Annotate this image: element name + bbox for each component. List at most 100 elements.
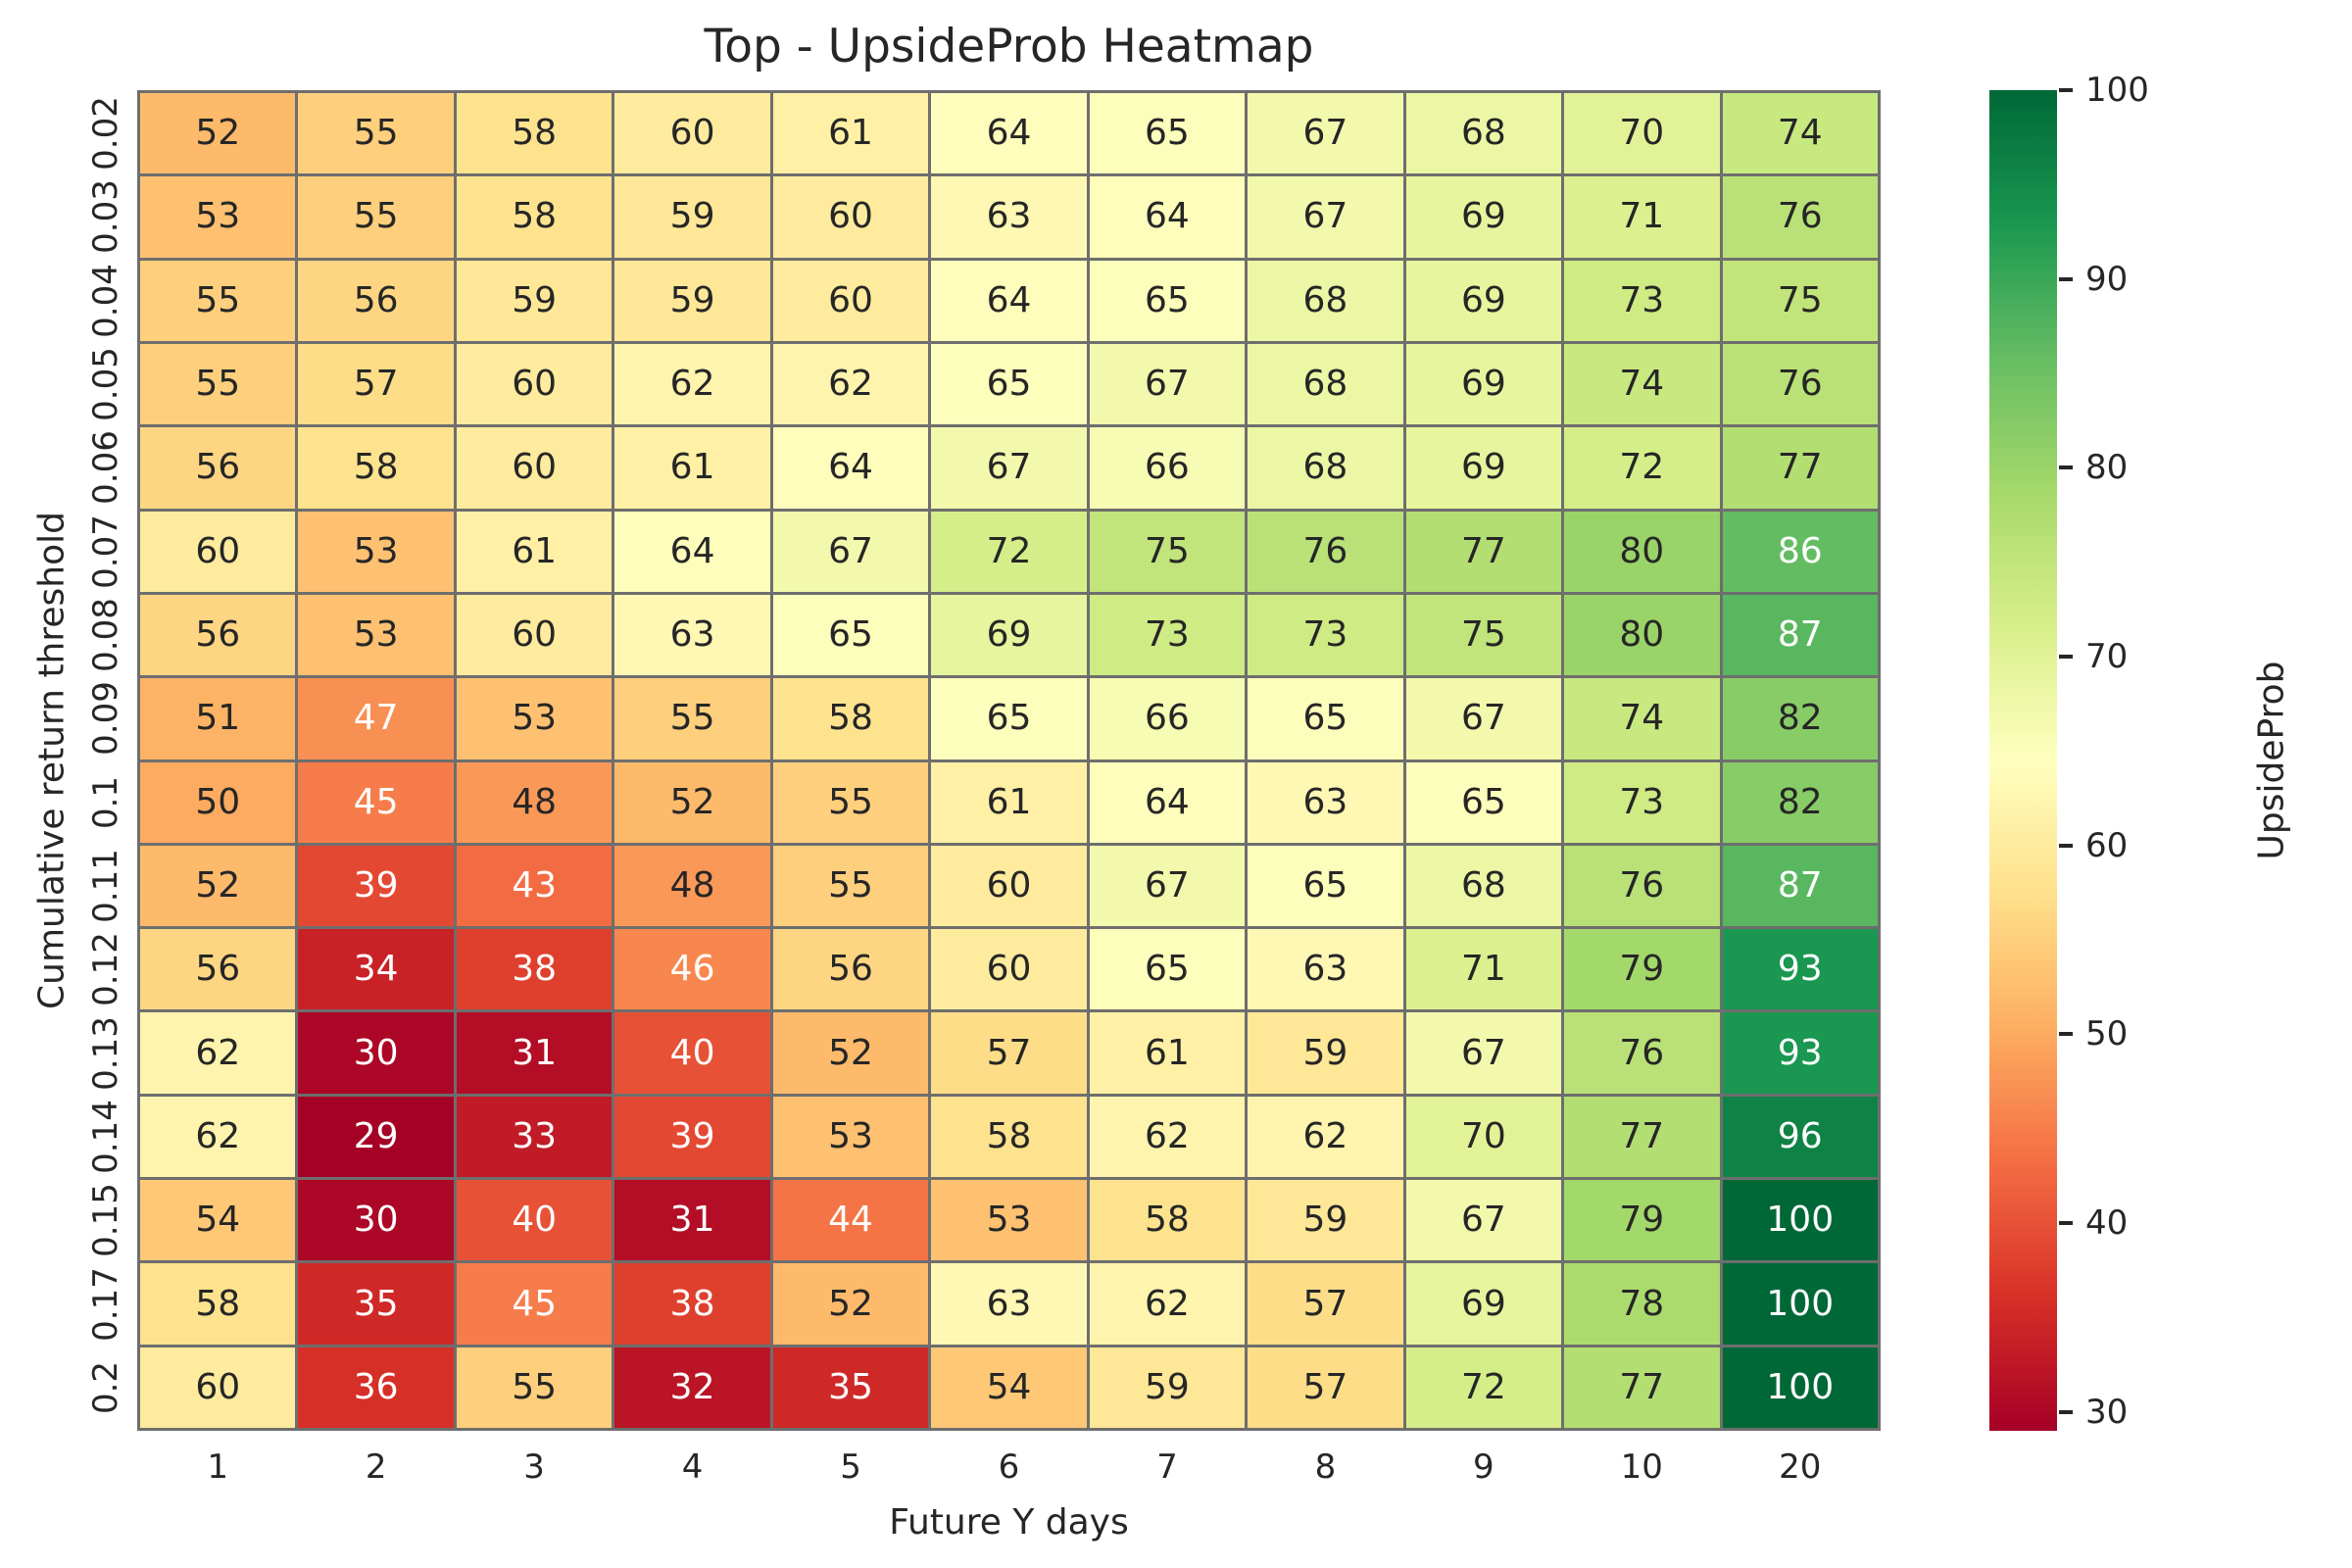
heatmap-cell: 69 (1405, 176, 1562, 258)
heatmap-cell: 54 (140, 1180, 296, 1261)
heatmap-cell: 55 (298, 93, 454, 174)
x-tick-label: 1 (207, 1447, 229, 1487)
heatmap-cell: 71 (1405, 929, 1562, 1010)
heatmap-cell: 73 (1248, 594, 1403, 676)
heatmap-cell: 57 (1248, 1263, 1403, 1345)
y-tick-label: 0.09 (86, 681, 125, 757)
heatmap-cell: 58 (772, 678, 929, 760)
heatmap-cell: 61 (931, 761, 1087, 843)
heatmap-cell: 67 (772, 511, 929, 592)
y-tick-label: 0.04 (86, 263, 125, 338)
heatmap-cell: 76 (1248, 511, 1403, 592)
heatmap-cell: 68 (1405, 93, 1562, 174)
heatmap-cell: 60 (456, 343, 612, 425)
heatmap-cell: 69 (931, 594, 1087, 676)
heatmap-cell: 65 (1248, 845, 1403, 927)
heatmap-cell: 53 (931, 1180, 1087, 1261)
heatmap-cell: 59 (1248, 1012, 1403, 1094)
colorbar-tick-mark (2059, 1221, 2073, 1226)
heatmap-cell: 48 (456, 761, 612, 843)
heatmap-cell: 69 (1405, 1263, 1562, 1345)
heatmap-cell: 59 (614, 260, 770, 341)
heatmap-cell: 32 (614, 1347, 770, 1428)
heatmap-cell: 57 (931, 1012, 1087, 1094)
heatmap-cell: 67 (1089, 343, 1246, 425)
heatmap-cell: 62 (1089, 1096, 1246, 1178)
heatmap-cell: 59 (1248, 1180, 1403, 1261)
heatmap-cell: 30 (298, 1012, 454, 1094)
heatmap-cell: 30 (298, 1180, 454, 1261)
colorbar-gradient (1989, 90, 2057, 1431)
heatmap-cell: 78 (1564, 1263, 1720, 1345)
y-tick-label: 0.13 (86, 1015, 125, 1091)
heatmap-cell: 75 (1089, 511, 1246, 592)
heatmap-cell: 63 (1248, 929, 1403, 1010)
heatmap-cell: 67 (1405, 1180, 1562, 1261)
heatmap-cell: 64 (1089, 176, 1246, 258)
heatmap-cell: 100 (1722, 1347, 1878, 1428)
heatmap-cell: 62 (614, 343, 770, 425)
heatmap-cell: 52 (772, 1263, 929, 1345)
heatmap-cell: 74 (1722, 93, 1878, 174)
heatmap-cell: 67 (931, 427, 1087, 509)
x-tick-label: 20 (1779, 1447, 1822, 1487)
colorbar-tick-label: 80 (2085, 448, 2129, 488)
heatmap-cell: 38 (456, 929, 612, 1010)
heatmap-cell: 59 (614, 176, 770, 258)
heatmap-cell: 56 (772, 929, 929, 1010)
heatmap-cell: 73 (1564, 260, 1720, 341)
heatmap-cell: 61 (614, 427, 770, 509)
heatmap-cell: 73 (1564, 761, 1720, 843)
y-tick-label: 0.05 (86, 347, 125, 421)
heatmap-cell: 80 (1564, 594, 1720, 676)
heatmap-cell: 68 (1248, 427, 1403, 509)
heatmap-cell: 87 (1722, 594, 1878, 676)
heatmap-cell: 48 (614, 845, 770, 927)
heatmap-cell: 67 (1248, 176, 1403, 258)
heatmap-cell: 56 (140, 594, 296, 676)
heatmap-cell: 100 (1722, 1180, 1878, 1261)
colorbar-tick-label: 40 (2085, 1203, 2129, 1244)
heatmap-cell: 63 (1248, 761, 1403, 843)
heatmap-cell: 64 (931, 260, 1087, 341)
heatmap-cell: 44 (772, 1180, 929, 1261)
heatmap-cell: 55 (456, 1347, 612, 1428)
heatmap-cell: 64 (772, 427, 929, 509)
y-tick-label: 0.08 (86, 598, 125, 672)
heatmap-cell: 60 (140, 1347, 296, 1428)
colorbar-tick-mark (2059, 88, 2073, 92)
heatmap-cell: 47 (298, 678, 454, 760)
heatmap-cell: 53 (140, 176, 296, 258)
heatmap-cell: 52 (614, 761, 770, 843)
heatmap-cell: 50 (140, 761, 296, 843)
x-tick-label: 10 (1620, 1447, 1663, 1487)
heatmap-cell: 55 (298, 176, 454, 258)
y-tick-label: 0.06 (86, 430, 125, 506)
heatmap-cell: 55 (614, 678, 770, 760)
heatmap-cell: 58 (298, 427, 454, 509)
heatmap-cell: 40 (614, 1012, 770, 1094)
heatmap-cell: 55 (772, 845, 929, 927)
heatmap-cell: 93 (1722, 1012, 1878, 1094)
x-tick-label: 2 (365, 1447, 387, 1487)
heatmap-cell: 76 (1564, 845, 1720, 927)
x-axis-label: Future Y days (889, 1502, 1129, 1543)
heatmap-cell: 60 (931, 929, 1087, 1010)
heatmap-cell: 74 (1564, 678, 1720, 760)
heatmap-cell: 73 (1089, 594, 1246, 676)
heatmap-cell: 59 (456, 260, 612, 341)
heatmap-cell: 66 (1089, 678, 1246, 760)
heatmap-cell: 71 (1564, 176, 1720, 258)
heatmap-cell: 52 (772, 1012, 929, 1094)
heatmap-cell: 68 (1248, 260, 1403, 341)
heatmap-cell: 70 (1405, 1096, 1562, 1178)
heatmap-cell: 65 (772, 594, 929, 676)
heatmap-cell: 38 (614, 1263, 770, 1345)
heatmap-cell: 70 (1564, 93, 1720, 174)
heatmap-cell: 64 (614, 511, 770, 592)
heatmap-cell: 72 (1405, 1347, 1562, 1428)
heatmap-cell: 61 (772, 93, 929, 174)
heatmap-grid: 52 55 58 60 61 64 65 67 68 70 74 53 55 58 59 60 63 64 67 69… (137, 90, 1881, 1431)
y-tick-label: 0.02 (86, 96, 125, 172)
